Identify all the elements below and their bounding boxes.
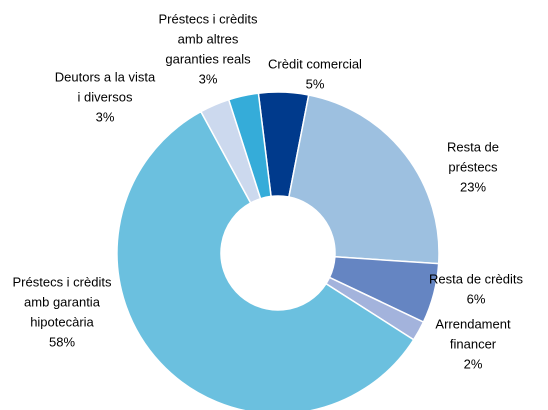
donut-slice: [227, 92, 272, 200]
slice-label: Resta de: [447, 139, 499, 154]
slice-label: Crèdit comercial: [268, 56, 362, 71]
slice-label: i diversos: [78, 89, 133, 104]
slice-value-label: 23%: [460, 179, 486, 194]
slice-label: Préstecs i crèdits: [13, 274, 112, 289]
donut-slice: [287, 94, 440, 265]
slice-value-label: 6%: [467, 291, 486, 306]
slice-value-label: 58%: [49, 334, 75, 349]
slice-label: Resta de crèdits: [429, 271, 523, 286]
slice-value-label: 3%: [96, 109, 115, 124]
slice-label: hipotecària: [30, 314, 94, 329]
slice-label: Arrendament: [435, 316, 511, 331]
slice-label: garanties reals: [165, 51, 251, 66]
slice-value-label: 3%: [199, 71, 218, 86]
donut-slice: [116, 110, 415, 410]
slice-label: amb garantia: [24, 294, 101, 309]
slice-value-label: 5%: [306, 76, 325, 91]
slice-value-label: 2%: [464, 356, 483, 371]
slice-label: Préstecs i crèdits: [159, 11, 258, 26]
slice-label: financer: [450, 336, 497, 351]
slice-label: préstecs: [448, 159, 498, 174]
slice-label: amb altres: [178, 31, 239, 46]
slice-label: Deutors a la vista: [55, 69, 156, 84]
